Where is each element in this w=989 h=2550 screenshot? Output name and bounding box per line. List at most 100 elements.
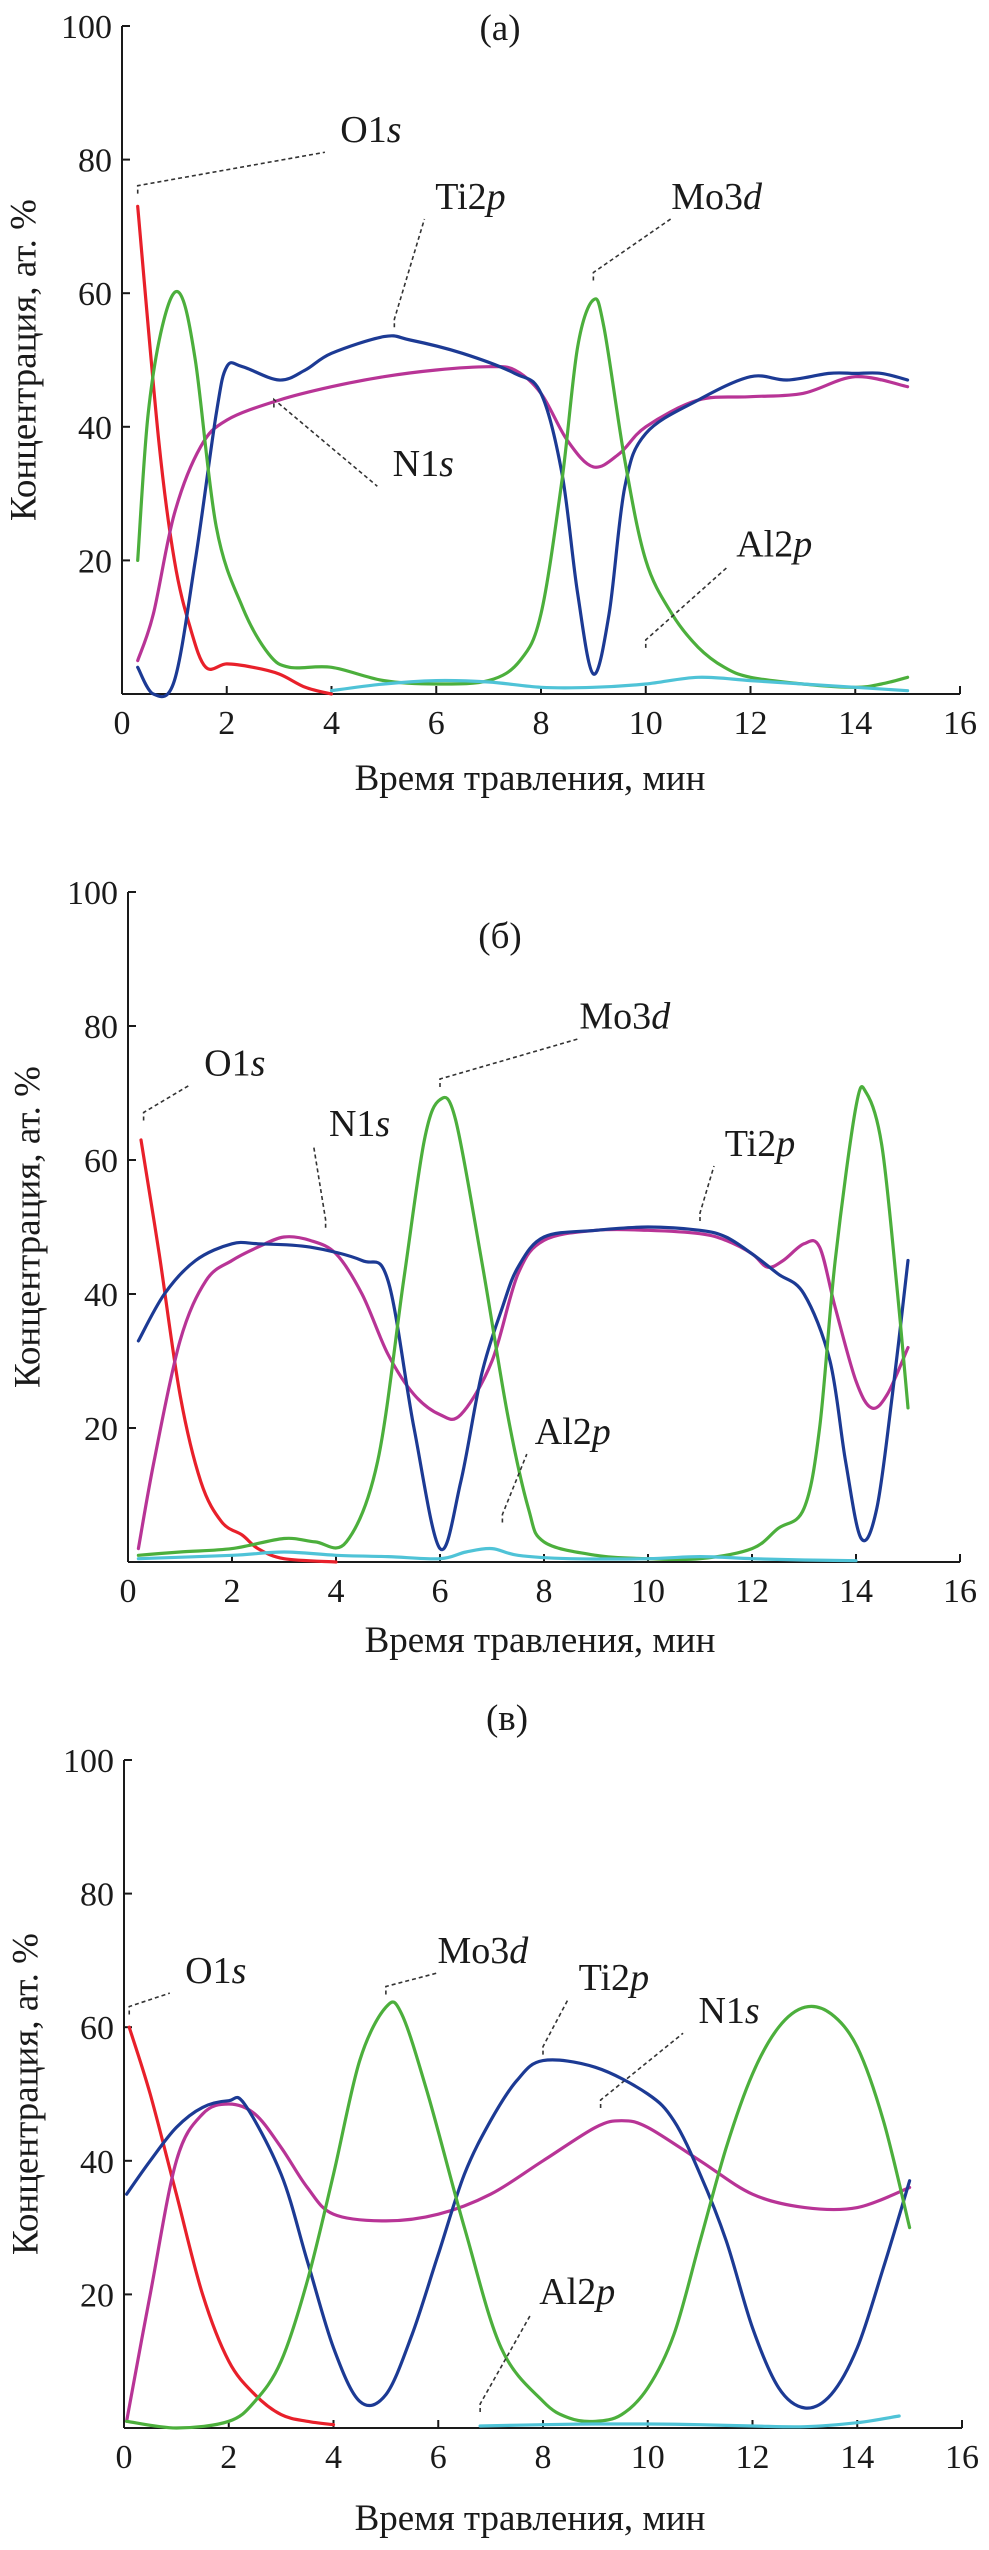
x-tick-label: 4 [328, 1573, 345, 1610]
y-tick-label: 20 [84, 1411, 118, 1448]
x-tick-label: 4 [323, 705, 340, 742]
leader-line [699, 1165, 715, 1221]
x-tick-label: 4 [325, 2439, 342, 2476]
panel-label: (а) [479, 8, 520, 49]
series-line-ti2p [125, 2058, 912, 2410]
x-tick-label: 16 [943, 1573, 977, 1610]
leader-line [501, 1453, 528, 1523]
x-axis-title: Время травления, мин [365, 1620, 716, 1661]
leader-line [393, 218, 426, 328]
series-line-o1s [139, 1138, 338, 1564]
x-tick-label: 8 [536, 1573, 553, 1610]
x-tick-label: 16 [943, 705, 977, 742]
x-tick-label: 12 [735, 1573, 769, 1610]
y-tick-label: 60 [78, 276, 112, 313]
x-tick-label: 0 [114, 705, 131, 742]
y-tick-label: 100 [67, 875, 118, 912]
leader-line [479, 2313, 532, 2412]
x-axis-title: Время травления, мин [355, 2498, 706, 2539]
series-line-ti2p [136, 1225, 910, 1552]
x-tick-label: 10 [631, 2439, 665, 2476]
series-line-ti2p [136, 334, 910, 699]
series-label: N1s [698, 1990, 759, 2032]
y-tick-label: 100 [61, 9, 112, 46]
series-line-al2p [478, 2414, 901, 2429]
x-axis-title: Время травления, мин [355, 758, 706, 799]
leader-line [312, 1145, 327, 1228]
y-tick-label: 80 [78, 143, 112, 180]
y-tick-label: 80 [84, 1009, 118, 1046]
leader-line [128, 1992, 171, 2015]
x-tick-label: 6 [432, 1573, 449, 1610]
x-tick-label: 12 [736, 2439, 770, 2476]
leader-line [136, 151, 326, 194]
x-tick-label: 10 [629, 705, 663, 742]
x-tick-label: 14 [839, 1573, 873, 1610]
leader-line [439, 1037, 580, 1087]
series-label: Al2p [535, 1411, 611, 1453]
y-axis-title: Концентрация, ат. % [8, 1066, 49, 1388]
leader-line [273, 397, 378, 487]
series-line-n1s [125, 2102, 912, 2423]
y-tick-label: 100 [63, 1743, 114, 1780]
series-label: Mo3d [438, 1930, 530, 1972]
y-tick-label: 80 [80, 1877, 114, 1914]
series-label: Mo3d [671, 176, 763, 218]
panel-label: (б) [478, 916, 521, 957]
y-tick-label: 40 [80, 2144, 114, 2181]
x-tick-label: 2 [220, 2439, 237, 2476]
x-tick-label: 2 [224, 1573, 241, 1610]
leader-line [599, 2032, 684, 2109]
series-label: O1s [204, 1043, 265, 1085]
series-line-mo3d [136, 1085, 910, 1562]
x-tick-label: 8 [535, 2439, 552, 2476]
series-line-o1s [136, 204, 334, 696]
x-tick-label: 8 [533, 705, 550, 742]
series-line-al2p [136, 1546, 858, 1563]
series-label: Ti2p [579, 1957, 649, 1999]
series-label: Al2p [736, 523, 812, 565]
series-label: Al2p [539, 2271, 615, 2313]
series-line-n1s [136, 364, 910, 663]
leader-line [142, 1084, 190, 1121]
series-label: Mo3d [579, 996, 671, 1038]
x-tick-label: 14 [840, 2439, 874, 2476]
series-label: O1s [185, 1950, 246, 1992]
leader-line [385, 1972, 438, 1995]
series-line-o1s [127, 2025, 336, 2427]
y-tick-label: 40 [78, 410, 112, 447]
panel-label: (в) [486, 1698, 528, 1739]
y-tick-label: 40 [84, 1277, 118, 1314]
chart-panel-3: (в) 0 2 4 6 8 10 12 14 16 20 40 60 80 100 Время травлен… [6, 1698, 980, 2539]
x-tick-label: 6 [430, 2439, 447, 2476]
x-tick-label: 12 [734, 705, 768, 742]
leader-line [644, 565, 729, 648]
series-line-mo3d [136, 290, 910, 689]
series-line-n1s [136, 1227, 910, 1551]
chart-panel-2: (б) 0 2 4 6 8 10 12 14 16 20 40 60 80 100 Время травлен… [8, 875, 978, 1661]
series-label: N1s [393, 443, 454, 485]
x-tick-label: 0 [116, 2439, 133, 2476]
series-label: O1s [340, 109, 401, 151]
chart-panel-1: (а) 0 2 4 6 8 10 12 14 16 20 40 60 80 100 Время травлен… [4, 8, 978, 799]
x-tick-label: 16 [945, 2439, 979, 2476]
x-tick-label: 0 [120, 1573, 137, 1610]
series-line-mo3d [125, 2000, 912, 2430]
x-tick-label: 2 [218, 705, 235, 742]
y-tick-label: 60 [84, 1143, 118, 1180]
y-tick-label: 20 [78, 543, 112, 580]
leader-line [592, 218, 672, 281]
x-tick-label: 14 [838, 705, 872, 742]
y-axis-title: Концентрация, ат. % [4, 199, 45, 521]
series-label: Ti2p [725, 1123, 795, 1165]
series-label: N1s [329, 1103, 390, 1145]
x-tick-label: 10 [631, 1573, 665, 1610]
leader-line [542, 1999, 569, 2055]
x-tick-label: 6 [428, 705, 445, 742]
y-tick-label: 60 [80, 2010, 114, 2047]
series-line-al2p [329, 675, 910, 693]
series-label: Ti2p [435, 176, 505, 218]
y-tick-label: 20 [80, 2277, 114, 2314]
y-axis-title: Концентрация, ат. % [6, 1933, 47, 2255]
